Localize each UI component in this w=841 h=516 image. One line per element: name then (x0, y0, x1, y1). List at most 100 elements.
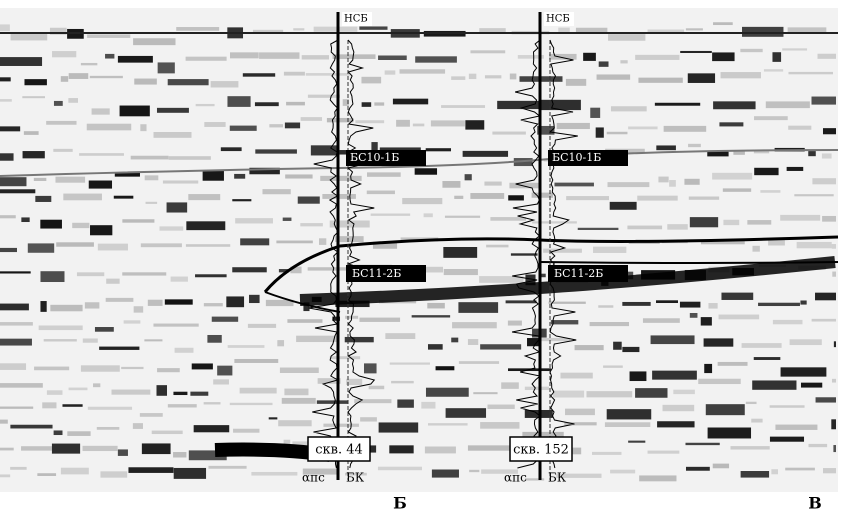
reflector (754, 357, 781, 360)
reflector (785, 468, 815, 471)
reflector (752, 246, 759, 252)
reflector (24, 79, 46, 85)
reflector (52, 51, 76, 57)
well-name: скв. 152 (513, 443, 569, 458)
reflector (801, 383, 822, 388)
reflector (133, 423, 143, 429)
reflector (816, 397, 836, 402)
reflector (63, 194, 102, 201)
reflector (704, 364, 712, 373)
reflector (605, 422, 650, 427)
reflector (165, 299, 193, 304)
reflector (0, 448, 14, 451)
reflector (656, 300, 678, 303)
reflector (89, 181, 112, 189)
reflector (385, 70, 396, 74)
reflector (390, 362, 430, 364)
reflector (0, 215, 16, 218)
horizon-label: БС10-1Б (350, 151, 399, 164)
reflector (721, 293, 753, 300)
reflector (128, 467, 173, 473)
reflector (176, 27, 219, 31)
reflector (797, 242, 832, 248)
reflector (593, 247, 626, 253)
reflector (397, 399, 414, 407)
reflector (323, 424, 358, 427)
reflector (227, 96, 250, 107)
reflector (704, 338, 734, 346)
reflector (21, 446, 52, 450)
reflector (508, 321, 522, 326)
reflector (812, 178, 836, 184)
reflector (142, 443, 171, 454)
reflector (458, 302, 498, 313)
reflector (106, 298, 134, 302)
reflector (611, 106, 647, 111)
reflector (428, 423, 468, 425)
reflector (380, 147, 421, 150)
reflector (509, 183, 540, 189)
reflector (712, 173, 752, 180)
reflector (171, 277, 188, 282)
reflector (741, 471, 769, 478)
reflector (412, 315, 450, 317)
reflector (706, 404, 745, 415)
reflector (557, 123, 590, 129)
reflector (620, 60, 627, 63)
reflector (212, 317, 238, 322)
reflector (773, 320, 803, 324)
reflector (465, 174, 472, 180)
reflector (622, 302, 650, 306)
reflector (213, 379, 229, 384)
reflector (234, 359, 278, 363)
reflector (690, 217, 718, 227)
reflector (391, 381, 414, 383)
reflector (669, 180, 676, 187)
reflector (114, 196, 134, 199)
reflector (278, 420, 311, 426)
reflector (173, 392, 187, 395)
reflector (196, 104, 215, 106)
reflector (510, 74, 517, 80)
reflector (42, 402, 56, 408)
reflector (713, 22, 733, 25)
reflector (50, 305, 82, 311)
reflector (492, 132, 525, 135)
reflector (424, 213, 433, 217)
reflector (832, 244, 836, 249)
reflector (302, 55, 329, 59)
reflector (286, 102, 305, 106)
reflector (608, 34, 645, 41)
reflector (549, 302, 586, 304)
reflector (251, 472, 297, 476)
reflector (234, 174, 245, 179)
reflector (701, 317, 712, 325)
reflector (154, 132, 192, 138)
reflector (379, 422, 419, 432)
reflector (427, 303, 445, 309)
reflector (10, 467, 26, 470)
reflector (470, 193, 504, 199)
reflector (153, 324, 198, 327)
reflector (211, 81, 239, 87)
reflector (760, 190, 780, 193)
reflector (355, 120, 384, 123)
reflector (607, 409, 652, 419)
reflector (487, 405, 514, 409)
reflector (240, 238, 269, 245)
reflector (470, 50, 505, 53)
reflector (635, 388, 667, 398)
reflector (712, 52, 734, 61)
reflector (527, 338, 540, 346)
curve-label: αпс (302, 471, 325, 485)
reflector (718, 362, 748, 366)
reflector (217, 366, 232, 376)
reflector (723, 188, 751, 191)
reflector (87, 124, 131, 131)
reflector (775, 425, 817, 430)
reflector (157, 368, 180, 372)
reflector (81, 365, 120, 371)
reflector (269, 124, 283, 127)
reflector (522, 432, 563, 437)
reflector (800, 300, 806, 304)
